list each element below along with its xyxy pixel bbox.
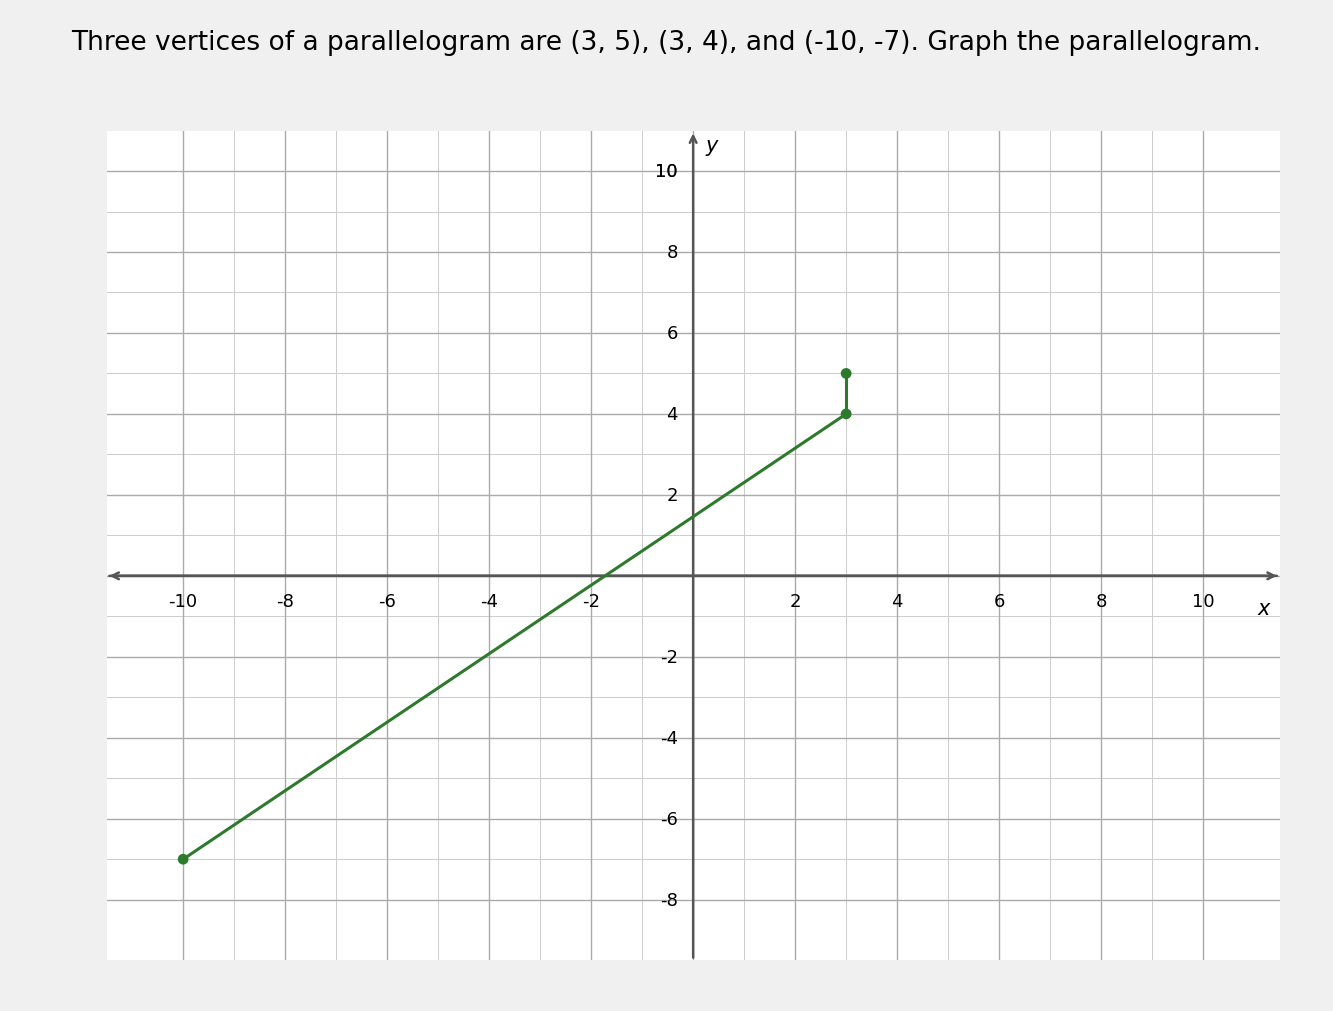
Text: -4: -4 <box>480 592 499 611</box>
Point <box>836 406 857 423</box>
Text: 4: 4 <box>666 405 678 424</box>
Text: 10: 10 <box>1192 592 1214 611</box>
Point <box>172 851 193 867</box>
Text: -4: -4 <box>660 729 678 747</box>
Text: 10: 10 <box>656 163 678 181</box>
Text: 6: 6 <box>666 325 678 343</box>
Text: 8: 8 <box>666 244 678 262</box>
Text: -2: -2 <box>583 592 600 611</box>
Text: 10: 10 <box>656 163 678 181</box>
Text: 2: 2 <box>789 592 801 611</box>
Text: -6: -6 <box>660 810 678 828</box>
Text: 6: 6 <box>993 592 1005 611</box>
Text: y: y <box>706 135 718 156</box>
Text: 4: 4 <box>892 592 902 611</box>
Text: -8: -8 <box>660 891 678 909</box>
Text: Three vertices of a parallelogram are (3, 5), (3, 4), and (-10, -7). Graph the p: Three vertices of a parallelogram are (3… <box>72 30 1261 57</box>
Point <box>836 366 857 382</box>
Text: 8: 8 <box>1096 592 1106 611</box>
Text: 2: 2 <box>666 486 678 504</box>
Text: -2: -2 <box>660 648 678 666</box>
Text: x: x <box>1257 599 1269 619</box>
Text: -10: -10 <box>168 592 197 611</box>
Text: -6: -6 <box>379 592 396 611</box>
Text: -8: -8 <box>276 592 295 611</box>
